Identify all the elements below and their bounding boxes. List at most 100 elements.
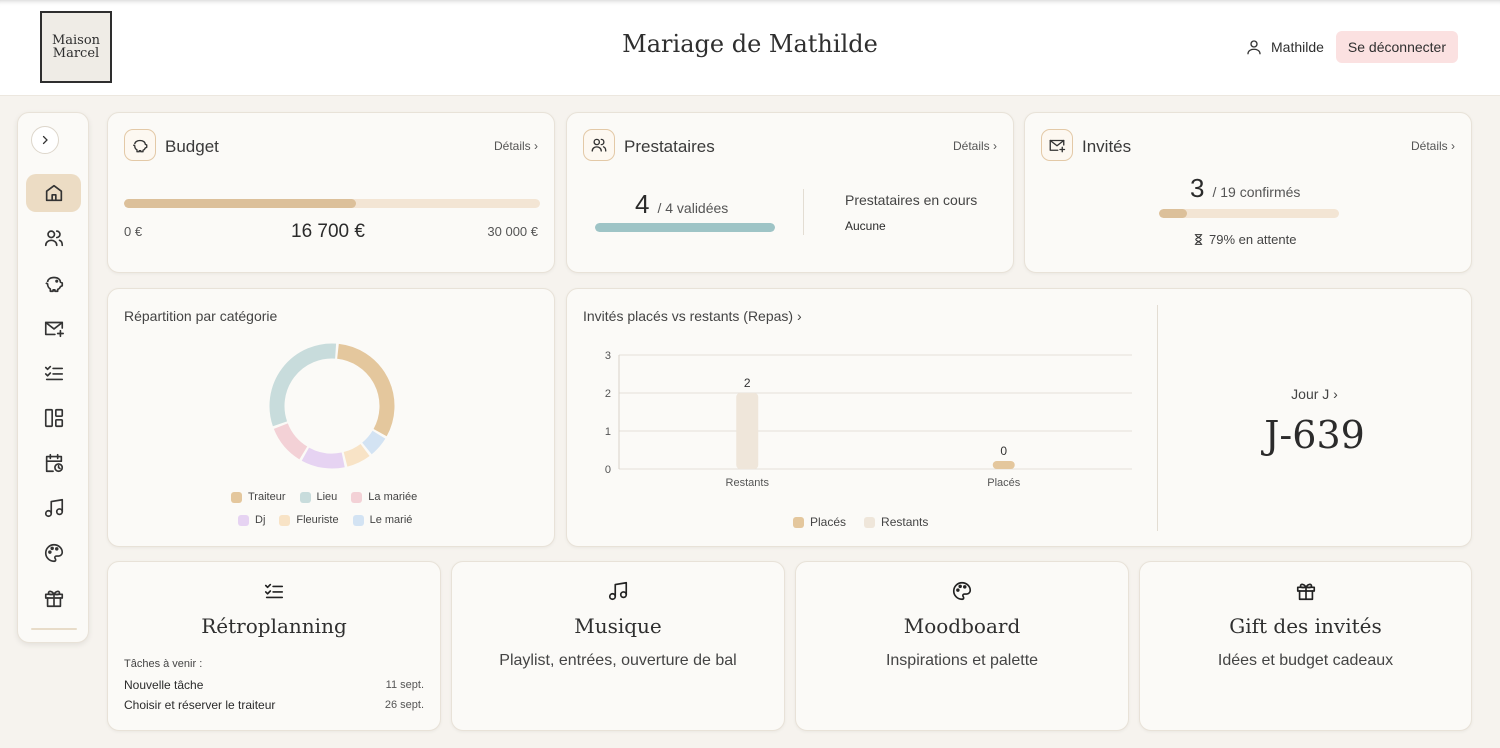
legend-swatch-dj <box>238 514 249 526</box>
sidebar-item-layout[interactable] <box>26 399 81 437</box>
donut-slice-dj[interactable] <box>301 447 345 469</box>
sidebar-item-taches[interactable] <box>26 354 81 392</box>
invites-progress-bar <box>1159 209 1339 218</box>
invites-progress-fill <box>1159 209 1188 218</box>
invites-pending-text: 79% en attente <box>1209 232 1297 247</box>
tile-retroplanning[interactable]: Rétroplanning Tâches à venir : Nouvelle … <box>107 561 441 731</box>
tile-gift-icon-wrap <box>1140 580 1471 602</box>
hourglass-icon <box>1194 234 1203 245</box>
legend-label-places: Placés <box>810 515 847 529</box>
user-area: Mathilde Se déconnecter <box>1245 31 1458 63</box>
task-name-1[interactable]: Nouvelle tâche <box>124 678 204 692</box>
legend-swatch-le-marie <box>352 514 364 526</box>
countdown-label[interactable]: Jour J › <box>1291 386 1338 402</box>
checklist-icon <box>44 365 63 381</box>
legend-swatch-la-mariee <box>351 491 363 503</box>
x-tick-label: Placés <box>987 477 1021 489</box>
seating-chart-title[interactable]: Invités placés vs restants (Repas) › <box>583 308 802 324</box>
tile-musique-icon-wrap <box>452 580 784 602</box>
prestataires-count: 4 <box>635 189 650 219</box>
donut-slice-traiteur[interactable] <box>336 343 395 437</box>
invites-details-link[interactable]: Détails › <box>1410 139 1455 153</box>
y-tick-label: 0 <box>605 464 611 476</box>
y-tick-label: 3 <box>605 350 611 362</box>
budget-details-link[interactable]: Détails › <box>493 139 538 153</box>
user-profile[interactable]: Mathilde <box>1245 38 1324 56</box>
seating-legend: Placés Restants <box>793 515 928 529</box>
sidebar-item-calendrier[interactable] <box>26 444 81 482</box>
user-name: Mathilde <box>1271 39 1324 55</box>
countdown-divider <box>1157 305 1158 531</box>
bar-restants[interactable] <box>736 393 759 469</box>
mail-plus-icon <box>1049 139 1066 153</box>
bar-placés[interactable] <box>992 461 1015 469</box>
sidebar-item-home[interactable] <box>26 174 81 212</box>
budget-min: 0 € <box>124 224 143 239</box>
tile-retroplanning-title: Rétroplanning <box>201 614 347 638</box>
category-chart-title: Répartition par catégorie <box>124 308 278 324</box>
logo-line-1: Maison <box>51 33 101 48</box>
sidebar-item-moodboard[interactable] <box>26 534 81 572</box>
donut-slice-le-marié[interactable] <box>361 430 386 455</box>
tasks-heading: Tâches à venir : <box>124 658 203 670</box>
invites-card[interactable]: Invités Détails › 3 / 19 confirmés 79% e… <box>1024 112 1472 273</box>
logo-line-2: Marcel <box>52 46 100 61</box>
tile-musique-subtitle: Playlist, entrées, ouverture de bal <box>499 652 737 669</box>
donut-slice-la-mariée[interactable] <box>273 423 308 460</box>
user-icon <box>1247 40 1261 55</box>
home-icon <box>45 184 62 202</box>
prestataires-stat: 4 / 4 validées <box>635 189 728 220</box>
task-date-1: 11 sept. <box>385 679 424 691</box>
tile-gift[interactable]: Gift des invités Idées et budget cadeaux <box>1139 561 1472 731</box>
tile-gift-title: Gift des invités <box>1229 614 1382 638</box>
donut-slice-lieu[interactable] <box>269 343 337 427</box>
tile-musique[interactable]: Musique Playlist, entrées, ouverture de … <box>451 561 785 731</box>
tile-moodboard-title: Moodboard <box>903 614 1021 638</box>
bar-value-label: 2 <box>744 376 751 390</box>
sidebar-item-gift[interactable] <box>26 579 81 617</box>
legend-label-dj: Dj <box>255 514 266 526</box>
invites-confirmed: / 19 confirmés <box>1212 184 1301 200</box>
donut-slice-fleuriste[interactable] <box>343 443 370 467</box>
prestataires-progress-fill <box>595 223 775 232</box>
prestataires-details-link[interactable]: Détails › <box>952 139 997 153</box>
legend-label-fleuriste: Fleuriste <box>296 514 339 526</box>
sidebar-item-prestataires[interactable] <box>26 219 81 257</box>
app-header: Maison Marcel Mariage de Mathilde Mathil… <box>0 0 1500 96</box>
palette-icon <box>953 581 972 601</box>
budget-card[interactable]: Budget Détails › 0 € 16 700 € 30 000 € <box>107 112 555 273</box>
users-icon <box>44 230 63 247</box>
tile-moodboard[interactable]: Moodboard Inspirations et palette <box>795 561 1129 731</box>
sidebar-item-invites[interactable] <box>26 309 81 347</box>
layout-icon <box>44 408 63 428</box>
legend-swatch-restants <box>864 516 876 528</box>
seating-bar-chart: 0 1 2 3 2 Restants 0 Placés <box>605 350 1132 489</box>
invites-icon-badge <box>1041 129 1073 161</box>
category-chart-card: Répartition par catégorie Traiteur Lieu … <box>107 288 555 547</box>
invites-count: 3 <box>1190 173 1205 203</box>
budget-title: Budget <box>165 137 219 156</box>
sidebar <box>17 112 89 643</box>
logo[interactable]: Maison Marcel <box>40 11 112 83</box>
prestataires-card[interactable]: Prestataires Détails › 4 / 4 validées Pr… <box>566 112 1014 273</box>
legend-swatch-fleuriste <box>279 514 291 526</box>
palette-icon <box>44 543 63 563</box>
prestataires-icon-badge <box>583 129 615 161</box>
logout-button[interactable]: Se déconnecter <box>1335 31 1458 63</box>
invites-stat: 3 / 19 confirmés <box>1190 173 1300 204</box>
users-icon <box>591 138 607 152</box>
budget-max: 30 000 € <box>487 224 538 239</box>
sidebar-item-musique[interactable] <box>26 489 81 527</box>
invites-pending: 79% en attente <box>1192 232 1296 247</box>
sidebar-toggle-button[interactable] <box>31 126 59 154</box>
tile-moodboard-subtitle: Inspirations et palette <box>885 652 1039 669</box>
legend-swatch-places <box>793 516 804 528</box>
tile-moodboard-icon-wrap <box>796 580 1128 602</box>
music-icon <box>44 498 63 518</box>
prestataires-divider <box>803 189 804 235</box>
invites-title: Invités <box>1082 137 1132 156</box>
legend-swatch-traiteur <box>231 491 242 503</box>
sidebar-item-budget[interactable] <box>26 264 81 302</box>
legend-label-traiteur: Traiteur <box>248 491 286 503</box>
task-name-2[interactable]: Choisir et réserver le traiteur <box>124 698 276 712</box>
